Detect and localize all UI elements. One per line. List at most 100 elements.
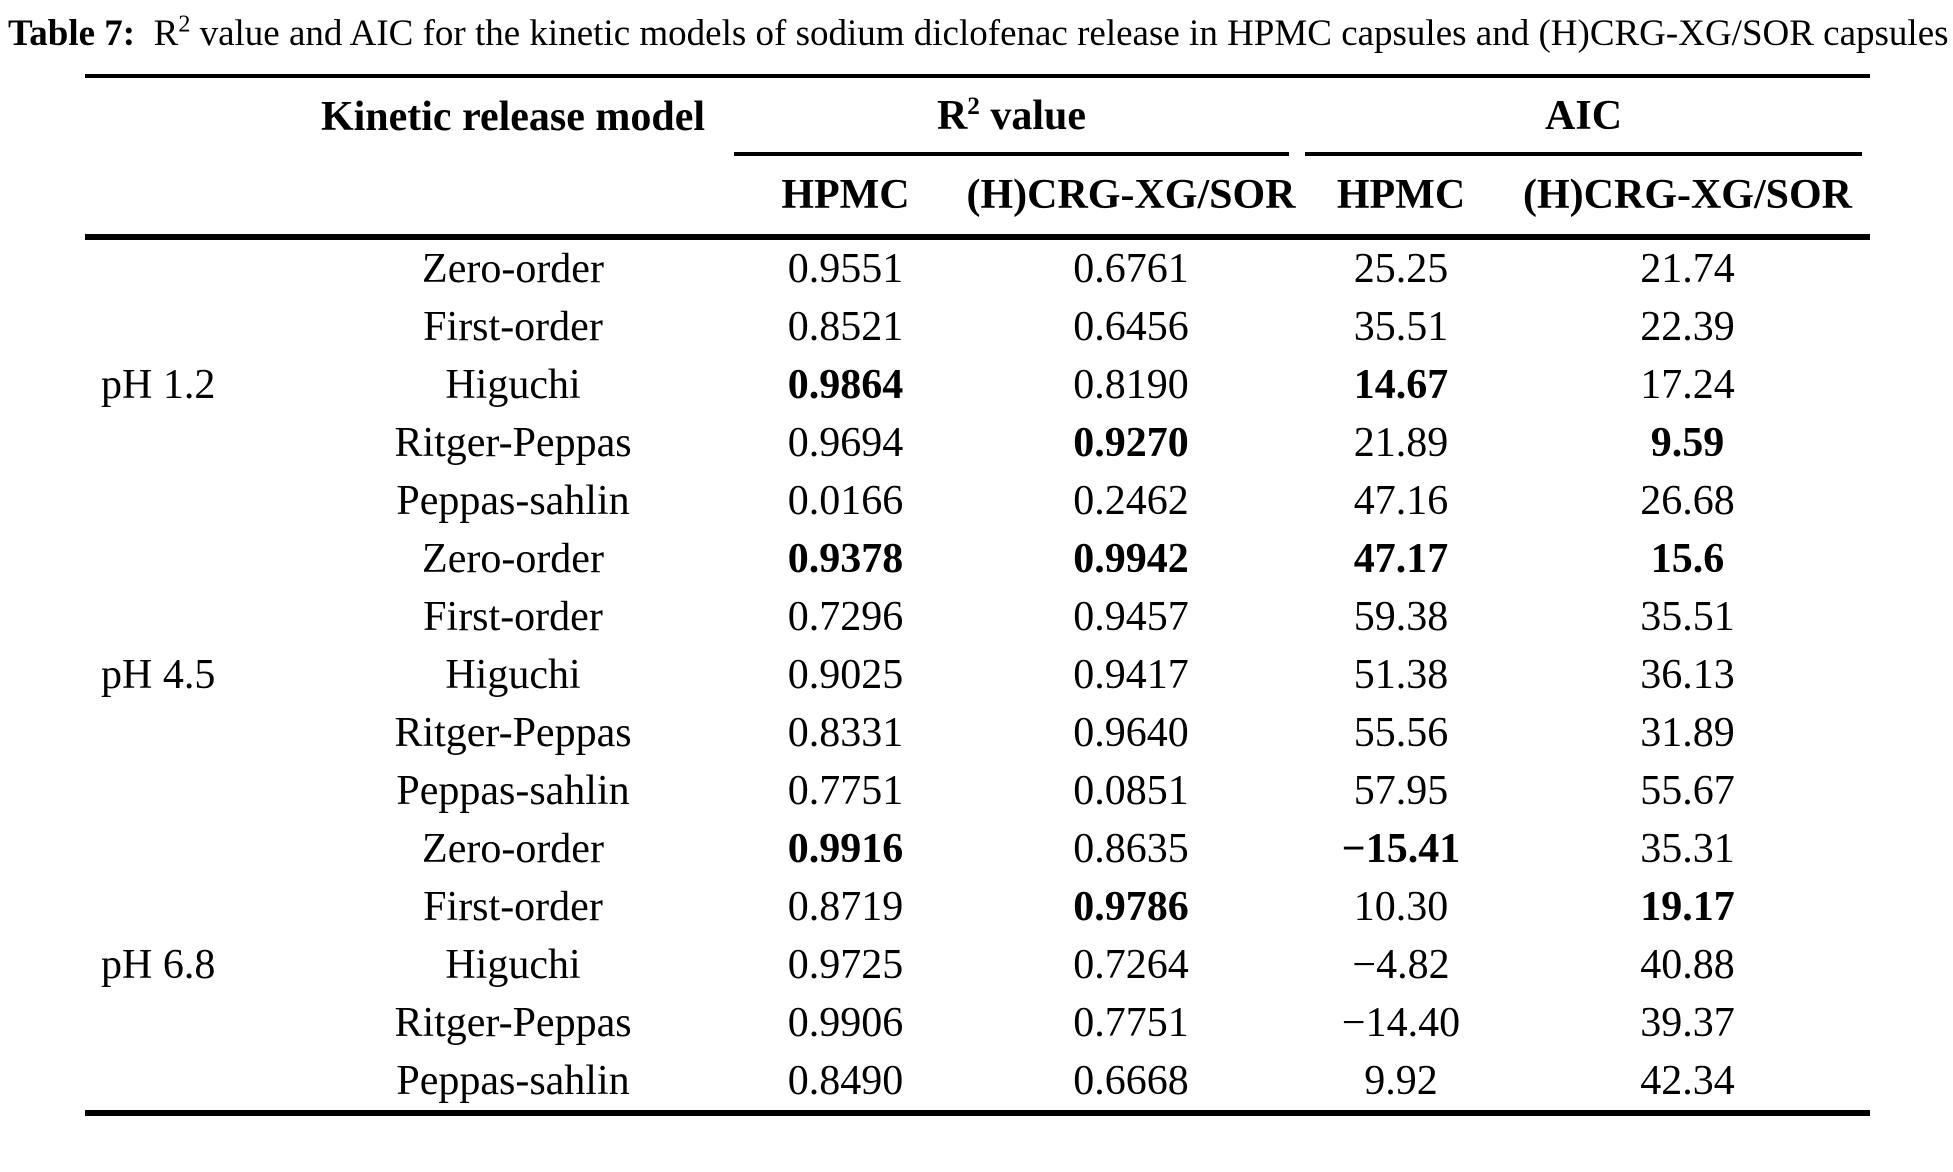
header-r2-group-label: R2 value [734,92,1290,156]
table-row: Higuchi 0.9025 0.9417 51.38 36.13 [85,646,1870,704]
r2-crg-cell: 0.2462 [1073,477,1189,524]
model-cell: First-order [423,593,603,640]
ph-label: pH 4.5 [101,651,216,698]
aic-hpmc-cell: 59.38 [1353,593,1449,640]
r2-crg-cell: 0.8190 [1073,361,1189,408]
header-spacer [85,76,300,156]
model-cell: First-order [423,303,603,350]
table-caption-label: Table 7: [8,13,136,54]
model-cell: Higuchi [445,941,581,988]
table-row: Ritger-Peppas 0.8331 0.9640 55.56 31.89 [85,704,1870,762]
aic-hpmc-cell: 47.17 [1353,535,1449,582]
aic-hpmc-cell: 10.30 [1353,883,1449,930]
r2-crg-cell: 0.8635 [1073,825,1189,872]
table-row: pH 6.8 Zero-order 0.9916 0.8635 −15.41 3… [85,820,1870,988]
aic-crg-cell: 19.17 [1640,883,1735,930]
r2-hpmc-cell: 0.8331 [787,709,904,756]
header-r2-group: R2 value [726,76,1297,156]
aic-crg-cell: 55.67 [1640,767,1735,814]
r2-post: value [979,92,1087,139]
r2-crg-cell: 0.7264 [1073,941,1189,988]
caption-superscript: 2 [178,11,191,38]
r2-superscript: 2 [967,92,980,120]
subheader-aic-hpmc: HPMC [1297,155,1506,240]
r2-hpmc-cell: 0.9378 [787,535,904,582]
aic-hpmc-cell: 9.92 [1364,1057,1438,1104]
model-cell: Peppas-sahlin [396,1057,630,1104]
r2-crg-cell: 0.9417 [1073,651,1189,698]
model-cell: Zero-order [422,535,604,582]
r2-crg-cell: 0.9270 [1073,419,1189,466]
table-row: First-order 0.8719 0.9786 10.30 19.17 [85,878,1870,936]
aic-hpmc-cell: −14.40 [1341,999,1461,1046]
aic-hpmc-cell: 25.25 [1353,245,1449,292]
aic-crg-cell: 42.34 [1640,1057,1735,1104]
r2-hpmc-cell: 0.9916 [787,825,904,872]
model-cell: Peppas-sahlin [396,477,630,524]
table-row: First-order 0.7296 0.9457 59.38 35.51 [85,588,1870,646]
table-row: Peppas-sahlin 0.0166 0.2462 47.16 26.68 [85,472,1870,530]
ph-label: pH 6.8 [101,941,216,988]
header-model-column: Kinetic release model [320,93,706,140]
header-subcolumn-row: HPMC (H)CRG-XG/SOR HPMC (H)CRG-XG/SOR [85,155,1871,240]
r2-crg-cell: 0.7751 [1073,999,1189,1046]
table-row: First-order 0.8521 0.6456 35.51 22.39 [85,298,1870,356]
aic-crg-cell: 35.31 [1640,825,1735,872]
aic-crg-cell: 22.39 [1640,303,1735,350]
aic-crg-cell: 35.51 [1640,593,1735,640]
r2-crg-cell: 0.6668 [1073,1057,1189,1104]
r2-crg-cell: 0.9640 [1073,709,1189,756]
table-row: Peppas-sahlin 0.7751 0.0851 57.95 55.67 [85,762,1870,820]
aic-crg-cell: 9.59 [1650,419,1725,466]
subheader-aic-crg: (H)CRG-XG/SOR [1505,155,1871,240]
table-row: pH 1.2 Zero-order 0.9551 0.6761 25.25 21… [85,237,1870,408]
table-row: Peppas-sahlin 0.8490 0.6668 9.92 42.34 [85,1052,1870,1113]
aic-crg-cell: 31.89 [1640,709,1735,756]
ph-label: pH 1.2 [101,361,216,408]
r2-crg-cell: 0.9786 [1073,883,1189,930]
r2-hpmc-cell: 0.9694 [787,419,904,466]
caption-r: R [153,13,179,54]
aic-crg-cell: 26.68 [1640,477,1735,524]
header-spacer [300,155,726,240]
table-row: Ritger-Peppas 0.9906 0.7751 −14.40 39.37 [85,994,1870,1052]
model-cell: Higuchi [445,361,581,408]
aic-hpmc-cell: −15.41 [1341,825,1461,872]
model-cell: Ritger-Peppas [394,419,632,466]
r2-crg-cell: 0.6761 [1073,245,1189,292]
r2-hpmc-cell: 0.9864 [787,361,904,408]
r2-hpmc-cell: 0.7751 [787,767,904,814]
header-group-row: Kinetic release model R2 value AIC [85,76,1870,156]
aic-crg-cell: 15.6 [1650,535,1725,582]
aic-crg-cell: 21.74 [1640,245,1735,292]
subheader-r2-hpmc: HPMC [726,155,965,240]
table-caption: Table 7: R2 value and AIC for the kineti… [0,0,1953,62]
table-row: Higuchi 0.9725 0.7264 −4.82 40.88 [85,936,1870,994]
aic-hpmc-cell: 51.38 [1353,651,1449,698]
table-row: Ritger-Peppas 0.9694 0.9270 21.89 9.59 [85,414,1870,472]
r2-hpmc-cell: 0.8490 [787,1057,904,1104]
aic-crg-cell: 39.37 [1640,999,1735,1046]
aic-hpmc-cell: 21.89 [1353,419,1449,466]
aic-crg-cell: 36.13 [1640,651,1735,698]
aic-hpmc-cell: 57.95 [1353,767,1449,814]
r2-hpmc-cell: 0.8719 [787,883,904,930]
aic-hpmc-cell: 35.51 [1353,303,1449,350]
r2-crg-cell: 0.9942 [1073,535,1189,582]
table-row: pH 4.5 Zero-order 0.9378 0.9942 47.17 15… [85,530,1870,698]
aic-hpmc-cell: −4.82 [1352,941,1450,988]
table-row: Higuchi 0.9864 0.8190 14.67 17.24 [85,356,1870,414]
model-cell: Zero-order [422,245,604,292]
kinetics-table: Kinetic release model R2 value AIC HPMC … [85,73,1871,1116]
model-cell: Higuchi [445,651,581,698]
r2-crg-cell: 0.0851 [1073,767,1189,814]
header-aic-group-label: AIC [1305,92,1863,156]
r2-hpmc-cell: 0.9025 [787,651,904,698]
caption-text: value and AIC for the kinetic models of … [190,13,1949,54]
r2-hpmc-cell: 0.9725 [787,941,904,988]
aic-crg-cell: 17.24 [1640,361,1735,408]
r2-hpmc-cell: 0.0166 [787,477,904,524]
r2-crg-cell: 0.9457 [1073,593,1189,640]
aic-crg-cell: 40.88 [1640,941,1735,988]
